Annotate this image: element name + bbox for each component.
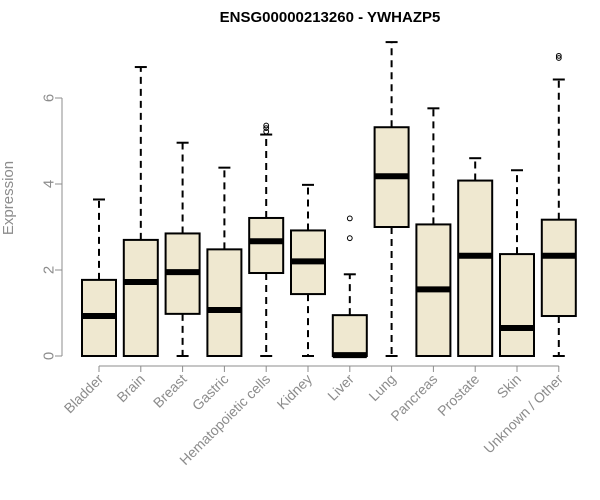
outlier-point <box>555 55 562 61</box>
box-group <box>122 66 159 357</box>
box <box>206 248 243 357</box>
y-axis: 0 2 4 6 <box>41 94 63 360</box>
x-tick-label: Skin <box>494 371 525 402</box>
y-tick-label: 2 <box>41 266 58 274</box>
outlier-point <box>263 128 270 135</box>
plot-area <box>81 41 577 359</box>
y-tick-label: 0 <box>41 352 58 360</box>
box-group <box>206 166 243 357</box>
box-group <box>540 52 577 357</box>
box-group <box>415 107 452 357</box>
outlier-point <box>555 52 562 59</box>
box-group <box>331 215 368 359</box>
x-tick-label: Unknown / Other <box>480 371 566 457</box>
box-group <box>373 41 410 357</box>
x-tick-label: Brain <box>113 371 147 405</box>
box <box>499 253 535 357</box>
outlier-point <box>263 125 270 132</box>
box-group <box>499 169 535 357</box>
box <box>331 314 368 357</box>
outlier-point <box>263 122 270 129</box>
chart-title: ENSG00000213260 - YWHAZP5 <box>220 9 441 26</box>
y-axis-label: Expression <box>0 161 17 235</box>
x-tick-label: Bladder <box>61 371 107 417</box>
x-tick-label: Kidney <box>274 371 316 413</box>
box <box>122 238 159 357</box>
outlier-point <box>346 235 353 242</box>
box-group <box>457 157 494 357</box>
y-tick-label: 6 <box>41 94 58 102</box>
box-group <box>248 122 285 357</box>
box-group <box>164 141 201 357</box>
box-group <box>290 183 326 357</box>
box <box>248 216 285 275</box>
outlier-point <box>346 215 353 222</box>
box <box>540 218 577 318</box>
x-tick-label: Lung <box>365 371 398 404</box>
x-tick-label: Breast <box>150 371 190 411</box>
box-group <box>81 198 117 358</box>
x-tick-label: Prostate <box>434 371 482 419</box>
box <box>457 179 494 357</box>
y-tick-label: 4 <box>41 180 58 188</box>
x-tick-label: Liver <box>324 371 357 404</box>
